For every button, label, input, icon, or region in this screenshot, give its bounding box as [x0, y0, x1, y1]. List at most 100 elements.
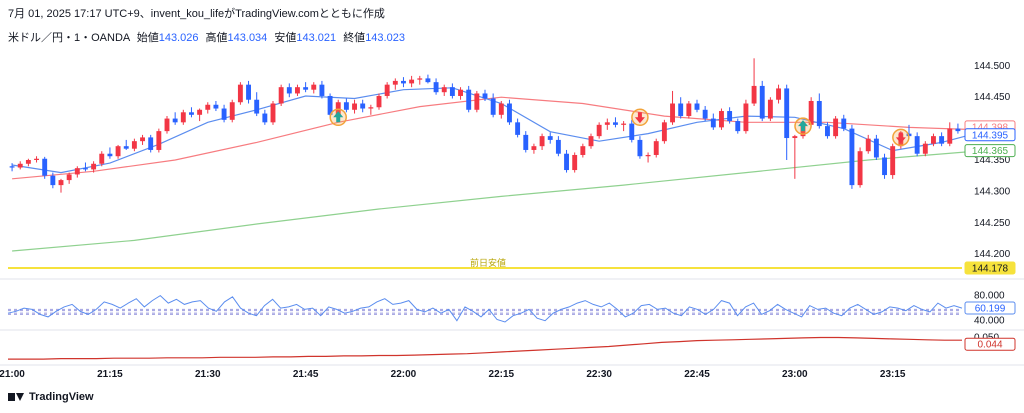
- candle-body: [890, 146, 896, 176]
- candle-body: [91, 163, 97, 170]
- candle-body: [498, 103, 504, 115]
- candle-body: [205, 104, 211, 110]
- time-axis-tick: 23:00: [782, 369, 808, 380]
- candle-body: [670, 103, 675, 123]
- candle-body: [368, 107, 374, 109]
- candle-body: [490, 98, 496, 115]
- long-ma-price: 144.365: [972, 146, 1009, 157]
- tradingview-footer[interactable]: TradingView: [8, 391, 94, 403]
- candle-body: [939, 136, 945, 144]
- close-label: 終値: [343, 32, 366, 44]
- sell-signal-arrow-icon: [634, 112, 645, 124]
- candle-body: [743, 103, 749, 132]
- candle-body: [343, 102, 349, 110]
- rsi-pane: [7, 294, 963, 323]
- candle-body: [50, 175, 56, 186]
- candle-body: [564, 153, 569, 171]
- candle-body: [107, 153, 113, 157]
- candle-body: [955, 128, 961, 132]
- candle-body: [613, 122, 618, 125]
- long-ma-price-box: [964, 144, 1016, 158]
- rsi-axis-tick: 40.000: [974, 316, 1005, 327]
- time-axis-tick: 23:15: [880, 369, 906, 380]
- candle-body: [392, 80, 398, 85]
- candle-body: [303, 87, 309, 90]
- buy-signal-arrow-icon: [798, 120, 808, 132]
- candle-body: [335, 102, 341, 115]
- candle-body: [572, 154, 578, 171]
- prev-low-price-box: [964, 261, 1016, 275]
- signals: [329, 108, 910, 147]
- fast-ma-price-box: [964, 128, 1016, 142]
- candle-body: [637, 139, 643, 157]
- price-axis-tick: 144.200: [974, 249, 1011, 260]
- candle-body: [555, 139, 561, 154]
- candle-body: [507, 103, 512, 123]
- candle-body: [547, 136, 553, 140]
- candle-body: [311, 84, 317, 90]
- rsi-axis-tick: 80.000: [974, 291, 1005, 302]
- candle-body: [156, 131, 162, 150]
- candle-body: [873, 138, 879, 158]
- candle-body: [466, 89, 472, 110]
- candle-body: [295, 87, 300, 94]
- time-axis-tick: 21:45: [293, 369, 319, 380]
- candle-body: [83, 168, 88, 170]
- candle-body: [580, 146, 586, 155]
- time-axis-tick: 22:30: [586, 369, 612, 380]
- candle-body: [784, 88, 790, 139]
- candle-body: [816, 100, 822, 127]
- candle-body: [694, 103, 700, 110]
- candle-body: [352, 103, 357, 110]
- candle-body: [825, 126, 830, 137]
- time-axis-tick: 22:15: [489, 369, 515, 380]
- candle-body: [417, 78, 423, 80]
- candle-body: [849, 128, 855, 186]
- candle-body: [246, 84, 251, 100]
- candle-body: [686, 103, 692, 117]
- candle-body: [792, 136, 798, 139]
- candle-body: [319, 84, 325, 96]
- candle-body: [629, 123, 635, 140]
- candle-body: [278, 87, 284, 104]
- prev-low-layer: 前日安値: [8, 257, 962, 269]
- candle-body: [645, 154, 651, 157]
- time-axis-tick: 21:00: [0, 369, 25, 380]
- candle-body: [833, 118, 839, 137]
- rsi-current-value: 60.199: [975, 304, 1006, 315]
- candle-body: [449, 87, 455, 96]
- moving-averages: [12, 87, 983, 252]
- sell-signal-arrow-icon: [895, 132, 906, 144]
- slow-ma-price: 144.398: [972, 122, 1009, 133]
- tradingview-logo-icon: [8, 392, 24, 402]
- rsi-line: [7, 294, 963, 323]
- long-ma-line: [12, 150, 983, 252]
- candle-body: [197, 109, 203, 115]
- candle-body: [759, 85, 765, 119]
- candle-body: [180, 112, 186, 123]
- candle-body: [678, 103, 684, 117]
- time-axis-tick: 21:30: [195, 369, 221, 380]
- candle-body: [621, 123, 627, 125]
- candle-body: [189, 112, 194, 115]
- candle-body: [841, 118, 847, 129]
- candle-body: [865, 138, 871, 152]
- open-label: 始値: [136, 32, 159, 44]
- candle-body: [123, 146, 129, 149]
- candle-body: [441, 87, 447, 93]
- candle-body: [588, 136, 594, 147]
- candle-body: [751, 85, 757, 104]
- candle-body: [270, 103, 276, 123]
- candle-body: [515, 122, 521, 135]
- price-axis-tick: 144.250: [974, 218, 1011, 229]
- candle-body: [229, 102, 235, 120]
- symbol-label[interactable]: 米ドル／円・1・OANDA: [8, 32, 130, 44]
- sub-value-box: [964, 337, 1016, 351]
- candle-body: [857, 151, 863, 186]
- candle-body: [131, 141, 137, 149]
- buy-signal-arrow-icon: [333, 111, 344, 123]
- candle-body: [360, 103, 366, 109]
- candle-body: [262, 113, 268, 123]
- candle-body: [286, 87, 292, 94]
